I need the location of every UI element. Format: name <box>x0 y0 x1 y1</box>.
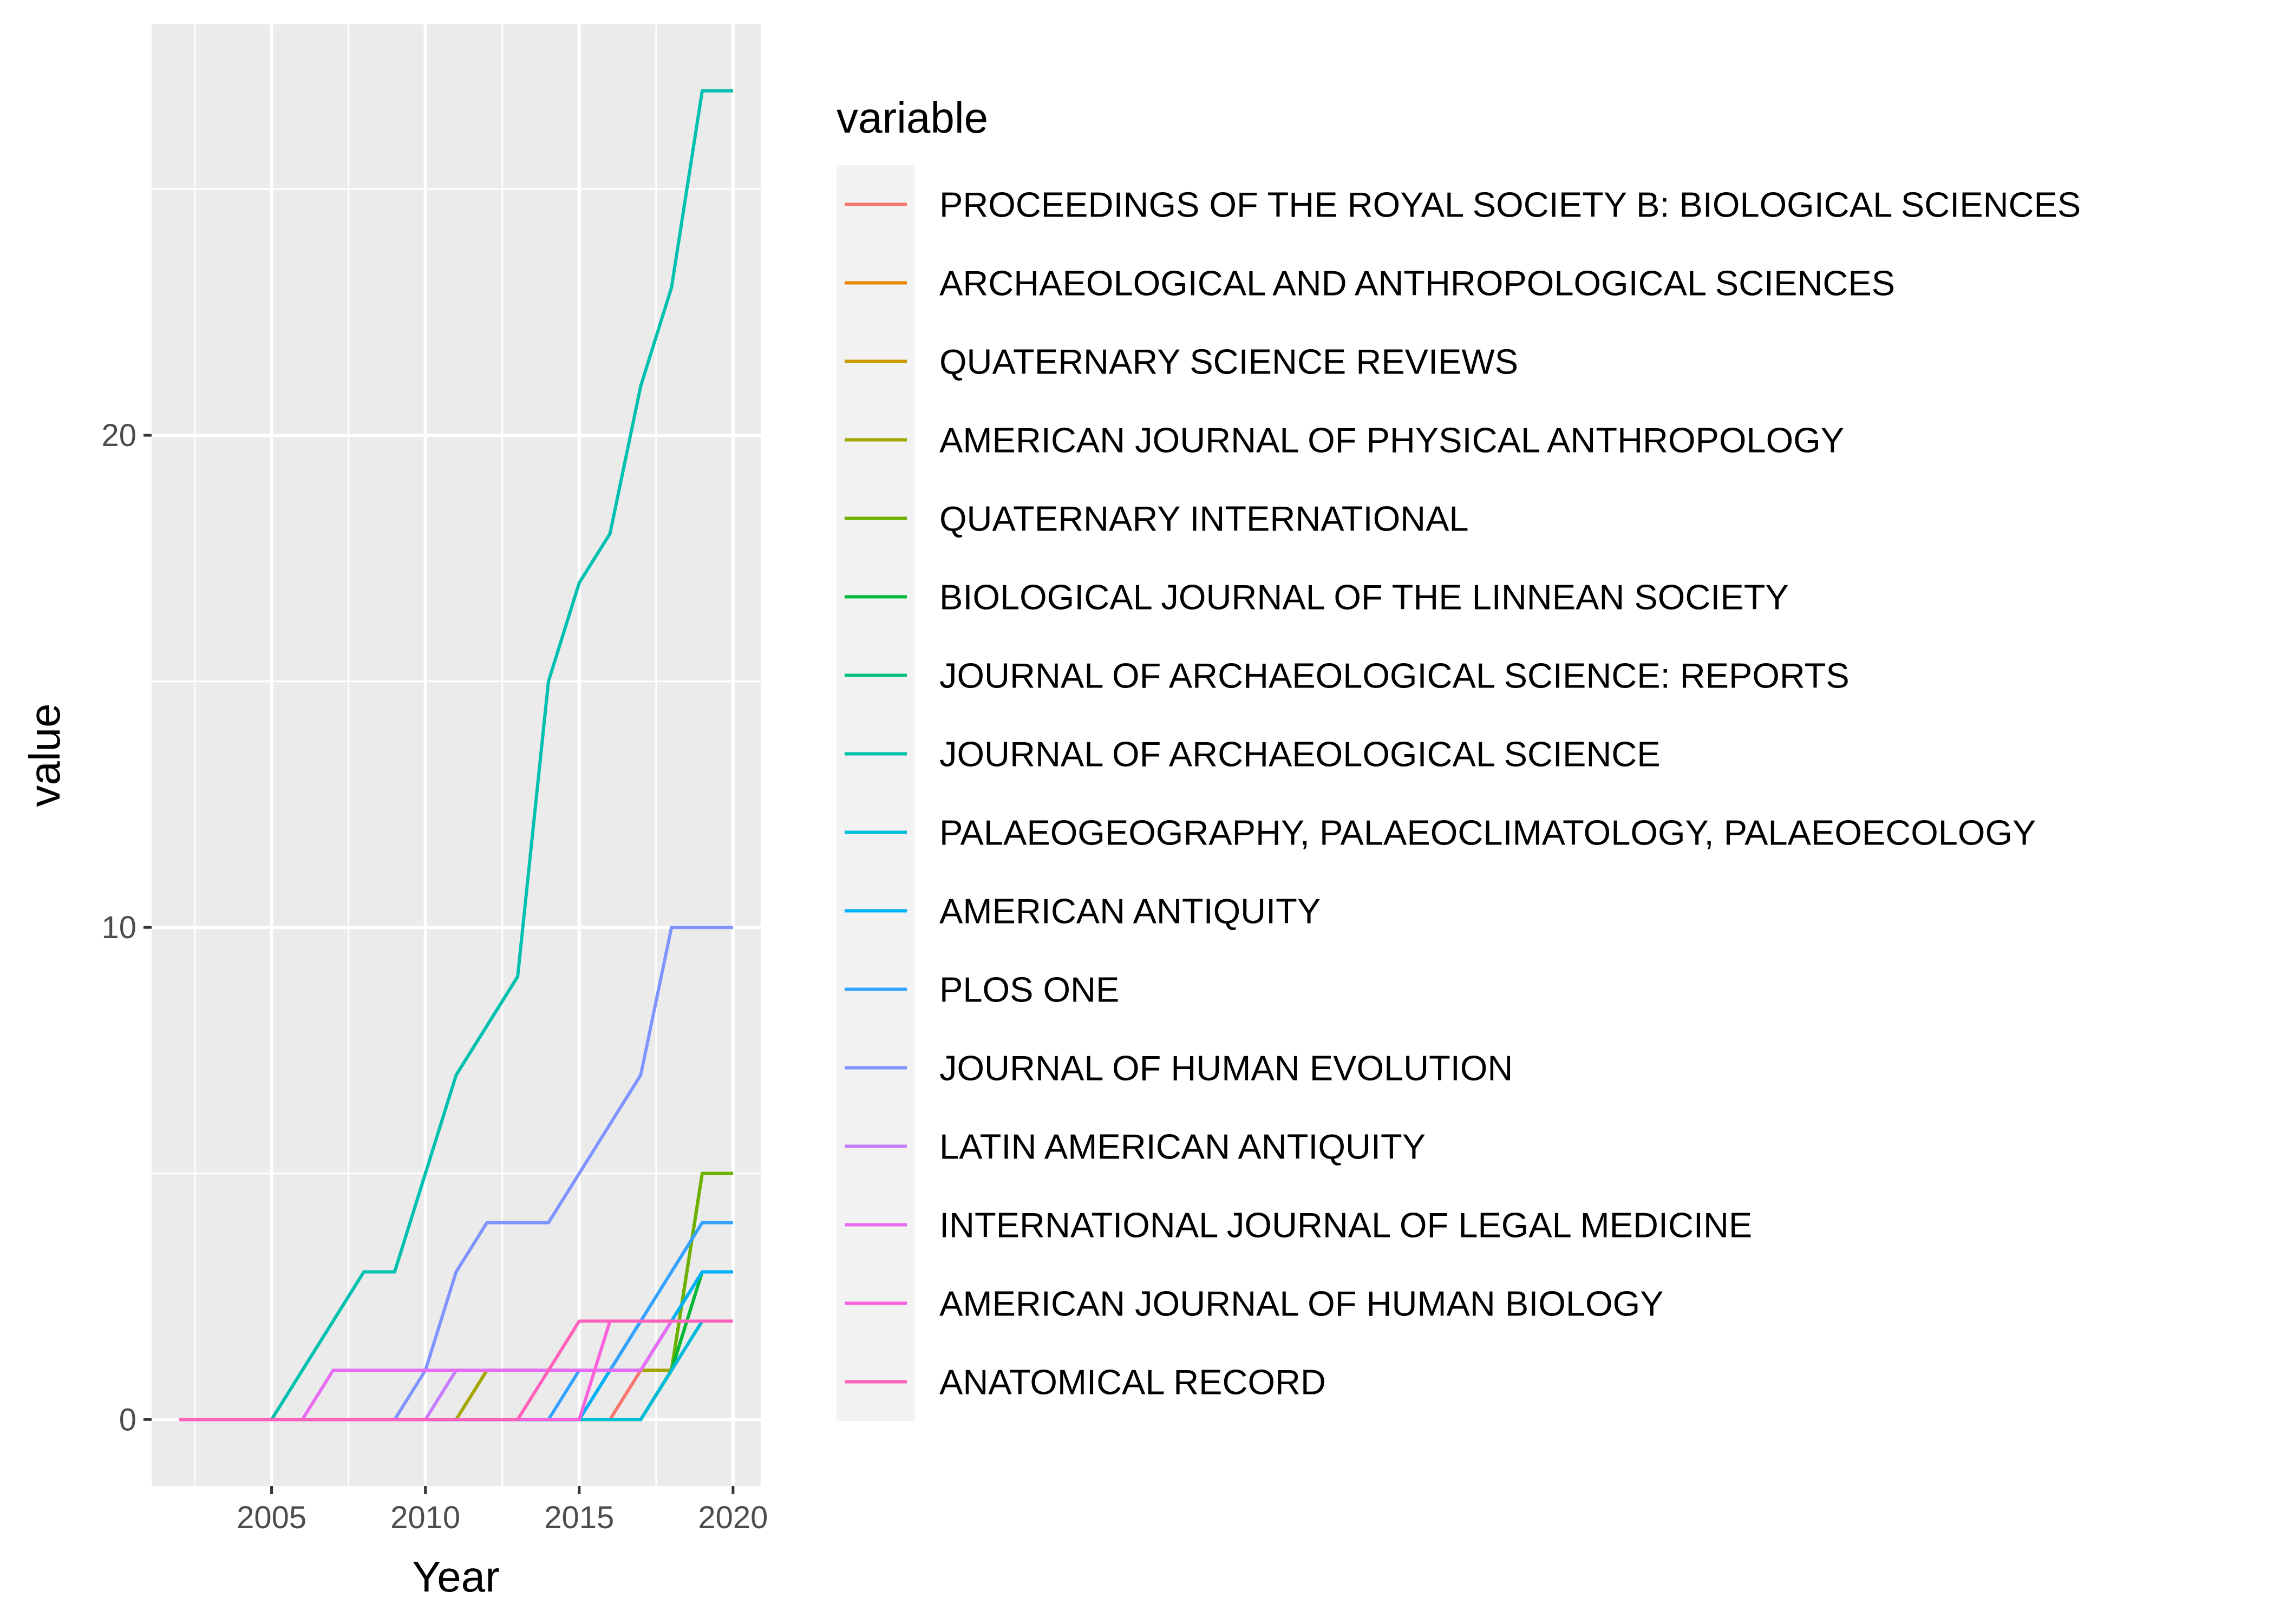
legend-items: PROCEEDINGS OF THE ROYAL SOCIETY B: BIOL… <box>837 165 2081 1421</box>
legend-label: PLOS ONE <box>939 970 1119 1010</box>
legend: variable PROCEEDINGS OF THE ROYAL SOCIET… <box>837 94 2081 1421</box>
y-axis: 0 10 20 <box>101 418 152 1437</box>
series-line <box>179 1319 733 1422</box>
y-tick-label: 20 <box>101 418 136 453</box>
legend-label: INTERNATIONAL JOURNAL OF LEGAL MEDICINE <box>939 1206 1752 1245</box>
minor-grid <box>152 24 761 1486</box>
legend-label: AMERICAN JOURNAL OF PHYSICAL ANTHROPOLOG… <box>939 421 1844 460</box>
x-axis-label: Year <box>412 1553 500 1601</box>
legend-label: JOURNAL OF HUMAN EVOLUTION <box>939 1049 1513 1088</box>
y-tick-label: 0 <box>119 1402 136 1437</box>
legend-label: ARCHAEOLOGICAL AND ANTHROPOLOGICAL SCIEN… <box>939 264 1895 303</box>
legend-label: AMERICAN JOURNAL OF HUMAN BIOLOGY <box>939 1284 1663 1324</box>
legend-title: variable <box>837 94 988 142</box>
x-tick-label: 2020 <box>698 1500 768 1535</box>
legend-label: JOURNAL OF ARCHAEOLOGICAL SCIENCE: REPOR… <box>939 656 1850 696</box>
legend-label: BIOLOGICAL JOURNAL OF THE LINNEAN SOCIET… <box>939 578 1789 617</box>
x-tick-label: 2010 <box>390 1500 460 1535</box>
legend-label: QUATERNARY INTERNATIONAL <box>939 499 1469 539</box>
legend-label: LATIN AMERICAN ANTIQUITY <box>939 1127 1426 1167</box>
y-axis-label: value <box>21 703 69 807</box>
legend-label: PALAEOGEOGRAPHY, PALAEOCLIMATOLOGY, PALA… <box>939 813 2036 853</box>
x-tick-label: 2015 <box>544 1500 614 1535</box>
legend-label: AMERICAN ANTIQUITY <box>939 892 1321 931</box>
legend-label: ANATOMICAL RECORD <box>939 1363 1326 1402</box>
legend-label: QUATERNARY SCIENCE REVIEWS <box>939 342 1518 382</box>
x-tick-label: 2005 <box>237 1500 306 1535</box>
x-axis: 2005 2010 2015 2020 <box>237 1486 768 1535</box>
plot-panel <box>152 24 761 1486</box>
series-lines <box>179 89 733 1422</box>
legend-label: PROCEEDINGS OF THE ROYAL SOCIETY B: BIOL… <box>939 185 2081 225</box>
y-tick-label: 10 <box>101 910 136 945</box>
legend-label: JOURNAL OF ARCHAEOLOGICAL SCIENCE <box>939 735 1661 774</box>
